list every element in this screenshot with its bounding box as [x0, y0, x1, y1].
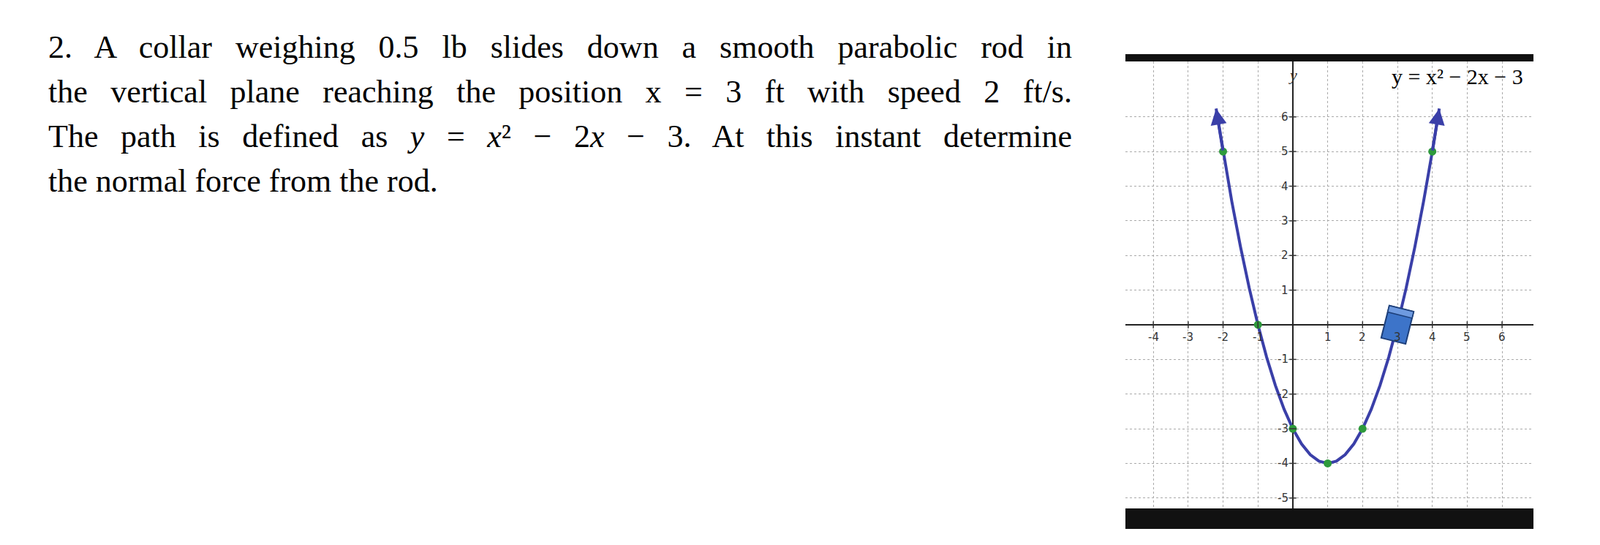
svg-text:5: 5	[1281, 144, 1289, 158]
svg-text:4: 4	[1428, 330, 1437, 344]
svg-text:3: 3	[1281, 214, 1289, 228]
svg-text:4: 4	[1281, 179, 1289, 194]
svg-text:-4: -4	[1148, 330, 1160, 344]
svg-text:6: 6	[1498, 330, 1506, 344]
html-text:the vertical plane reaching th: the vertical plane reaching the position…	[48, 73, 1073, 110]
svg-text:y: y	[1288, 65, 1298, 85]
svg-text:2: 2	[1358, 330, 1366, 344]
svg-text:5: 5	[1463, 330, 1471, 344]
svg-text:1: 1	[1324, 330, 1332, 344]
svg-text:-5: -5	[1277, 491, 1289, 505]
svg-text:-4: -4	[1277, 456, 1289, 470]
svg-text:6: 6	[1281, 110, 1289, 124]
svg-text:-2: -2	[1277, 387, 1289, 401]
html-text:the normal force from the rod.: the normal force from the rod.	[48, 163, 438, 199]
svg-text:3: 3	[1393, 330, 1402, 344]
svg-text:-3: -3	[1277, 421, 1289, 436]
svg-text:1: 1	[1281, 283, 1289, 297]
svg-text:2: 2	[1281, 248, 1289, 262]
svg-text:-2: -2	[1217, 330, 1229, 344]
html-text:The path is defined as y = x ²: The path is defined as y = x ² − 2 x − 3…	[48, 118, 1073, 155]
svg-text:-1: -1	[1252, 330, 1264, 344]
svg-text:-1: -1	[1277, 352, 1289, 366]
svg-text:-3: -3	[1182, 330, 1194, 344]
svg-text:y = x² − 2x − 3: y = x² − 2x − 3	[1391, 64, 1524, 89]
html-text:2. A collar weighing 0.5 lb sl: 2. A collar weighing 0.5 lb slides down …	[48, 29, 1073, 66]
